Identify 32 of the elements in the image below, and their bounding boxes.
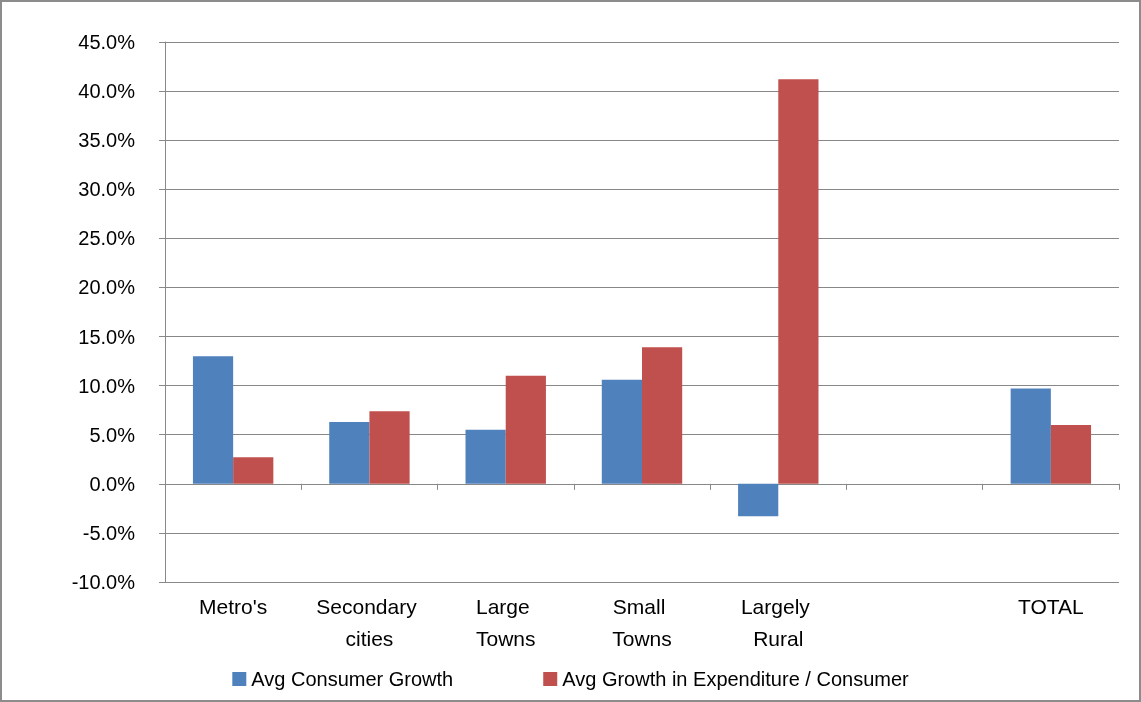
y-tick-label: 40.0% <box>78 80 136 103</box>
bar <box>1050 424 1092 484</box>
y-tick-label: 35.0% <box>78 129 136 152</box>
y-tick-label: -10.0% <box>71 571 136 593</box>
bar <box>369 411 410 484</box>
bar <box>505 375 546 484</box>
y-tick-label: 25.0% <box>78 227 136 250</box>
x-tick-label: Small Towns <box>612 594 672 650</box>
y-tick-label: 20.0% <box>78 276 136 299</box>
bar <box>642 347 683 484</box>
x-tick-label: Largely Rural <box>740 594 816 650</box>
legend-label: Avg Consumer Growth <box>251 668 454 690</box>
bar <box>1010 388 1051 484</box>
y-tick-label: 5.0% <box>89 423 136 446</box>
x-tick-label: TOTAL <box>1017 594 1084 618</box>
bar <box>601 379 642 484</box>
y-tick-label: -5.0% <box>82 521 136 544</box>
y-tick-label: 0.0% <box>89 472 136 495</box>
y-tick-label: 45.0% <box>78 31 136 53</box>
bar <box>465 429 506 484</box>
y-tick-label: 10.0% <box>78 374 136 397</box>
legend-label: Avg Growth in Expenditure / Consumer <box>562 668 910 690</box>
x-tick-label: Secondary cities <box>316 594 423 650</box>
bar <box>329 421 370 484</box>
x-tick-label: Large Towns <box>475 594 536 650</box>
y-tick-label: 15.0% <box>78 325 136 348</box>
bar <box>778 79 819 484</box>
bar <box>738 483 779 517</box>
bar <box>233 457 274 484</box>
bar <box>192 356 234 484</box>
y-tick-label: 30.0% <box>78 178 136 201</box>
x-tick-label: Metro's <box>199 594 268 618</box>
